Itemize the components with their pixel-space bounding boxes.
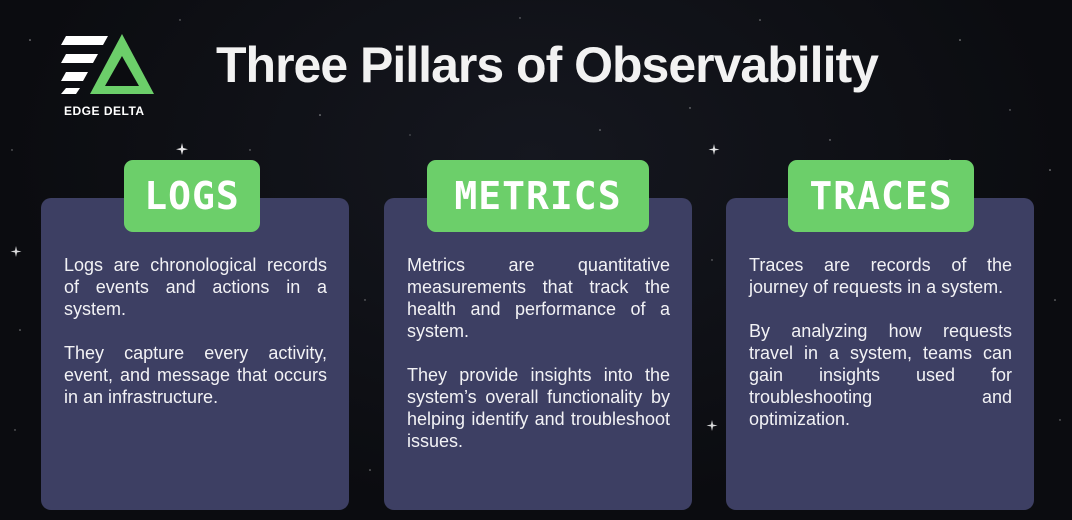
metrics-paragraph-2: They provide insights into the system’s … [407,365,670,451]
logs-paragraph-1: Logs are chronological records of events… [64,255,327,319]
edge-delta-logo: EDGE DELTA [58,30,168,122]
logs-card-body: Logs are chronological records of events… [64,254,327,430]
traces-paragraph-1: Traces are records of the journey of req… [749,255,1012,297]
metrics-heading-badge: METRICS [427,160,649,232]
logs-card: Logs are chronological records of events… [41,198,349,510]
traces-card: Traces are records of the journey of req… [726,198,1034,510]
brand-name: EDGE DELTA [64,104,145,118]
page-title: Three Pillars of Observability [216,37,879,93]
metrics-card: Metrics are quantitative measurements th… [384,198,692,510]
traces-heading-badge: TRACES [788,160,974,232]
edge-delta-logo-icon [61,34,154,94]
traces-paragraph-2: By analyzing how requests travel in a sy… [749,321,1012,429]
metrics-card-body: Metrics are quantitative measurements th… [407,254,670,474]
logs-heading-badge: LOGS [124,160,260,232]
traces-card-body: Traces are records of the journey of req… [749,254,1012,452]
metrics-paragraph-1: Metrics are quantitative measurements th… [407,255,670,341]
traces-heading: TRACES [809,174,953,218]
metrics-heading: METRICS [454,174,622,218]
logs-heading: LOGS [144,174,240,218]
logs-paragraph-2: They capture every activity, event, and … [64,343,327,407]
